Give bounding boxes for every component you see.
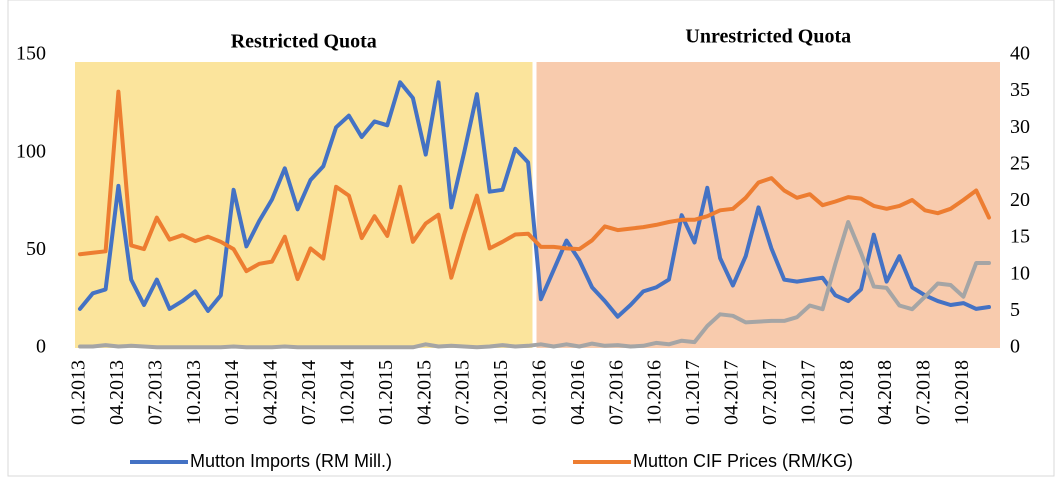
axes: 0 50 100 150 0 5 10 15 20 25 30 35 40 01.2013 04.2013 0… <box>16 43 1030 425</box>
x-tick-label: 10.2013 <box>183 360 205 425</box>
y-tick-label: 100 <box>16 140 46 162</box>
y2-tick-label: 30 <box>1010 116 1030 138</box>
x-tick-label: 04.2013 <box>106 360 128 425</box>
x-tick-label: 07.2016 <box>605 360 627 425</box>
x-tick-label: 01.2015 <box>375 360 397 425</box>
x-tick-label: 01.2016 <box>528 360 550 425</box>
y-tick-label: 150 <box>16 43 46 65</box>
y2-tick-label: 15 <box>1010 226 1030 248</box>
x-tick-label: 01.2014 <box>221 360 243 425</box>
x-tick-label: 04.2016 <box>567 360 589 425</box>
x-tick-label: 01.2013 <box>68 360 90 425</box>
x-tick-label: 04.2017 <box>721 360 743 425</box>
y2-tick-label: 35 <box>1010 79 1030 101</box>
legend-label: Mutton CIF Prices (RM/KG) <box>633 451 853 471</box>
y2-tick-label: 0 <box>1010 336 1020 358</box>
x-tick-label: 10.2014 <box>336 360 358 425</box>
x-tick-label: 07.2014 <box>298 360 320 425</box>
legend-label: Mutton Imports (RM Mill.) <box>190 451 392 471</box>
y2-tick-label: 10 <box>1010 262 1030 284</box>
x-tick-label: 07.2017 <box>759 360 781 425</box>
y2-tick-label: 5 <box>1010 299 1020 321</box>
region-band <box>75 62 533 348</box>
region-title: Unrestricted Quota <box>685 26 851 48</box>
region-title: Restricted Quota <box>231 31 377 53</box>
lines <box>78 80 991 350</box>
x-tick-label: 04.2015 <box>413 360 435 425</box>
series-line <box>78 220 991 350</box>
x-tick-label: 07.2013 <box>144 360 166 425</box>
y2-tick-label: 40 <box>1010 43 1030 65</box>
y2-tick-label: 25 <box>1010 152 1030 174</box>
x-tick-label: 07.2018 <box>913 360 935 425</box>
x-tick-label: 04.2018 <box>874 360 896 425</box>
y2-tick-label: 20 <box>1010 189 1030 211</box>
regions: Restricted Quota Unrestricted Quota <box>75 26 1000 348</box>
x-tick-label: 10.2017 <box>797 360 819 425</box>
x-tick-label: 10.2018 <box>951 360 973 425</box>
chart-border <box>7 0 1055 477</box>
series-line <box>78 89 991 282</box>
series-line <box>78 80 991 319</box>
x-tick-label: 10.2015 <box>490 360 512 425</box>
y-tick-label: 0 <box>36 336 46 358</box>
y-tick-label: 50 <box>26 238 46 260</box>
x-tick-label: 01.2017 <box>682 360 704 425</box>
x-tick-label: 07.2015 <box>452 360 474 425</box>
x-tick-label: 10.2016 <box>644 360 666 425</box>
legend: Mutton Imports (RM Mill.) Mutton CIF Pric… <box>130 451 853 471</box>
x-tick-label: 01.2018 <box>836 360 858 425</box>
x-tick-label: 04.2014 <box>260 360 282 425</box>
